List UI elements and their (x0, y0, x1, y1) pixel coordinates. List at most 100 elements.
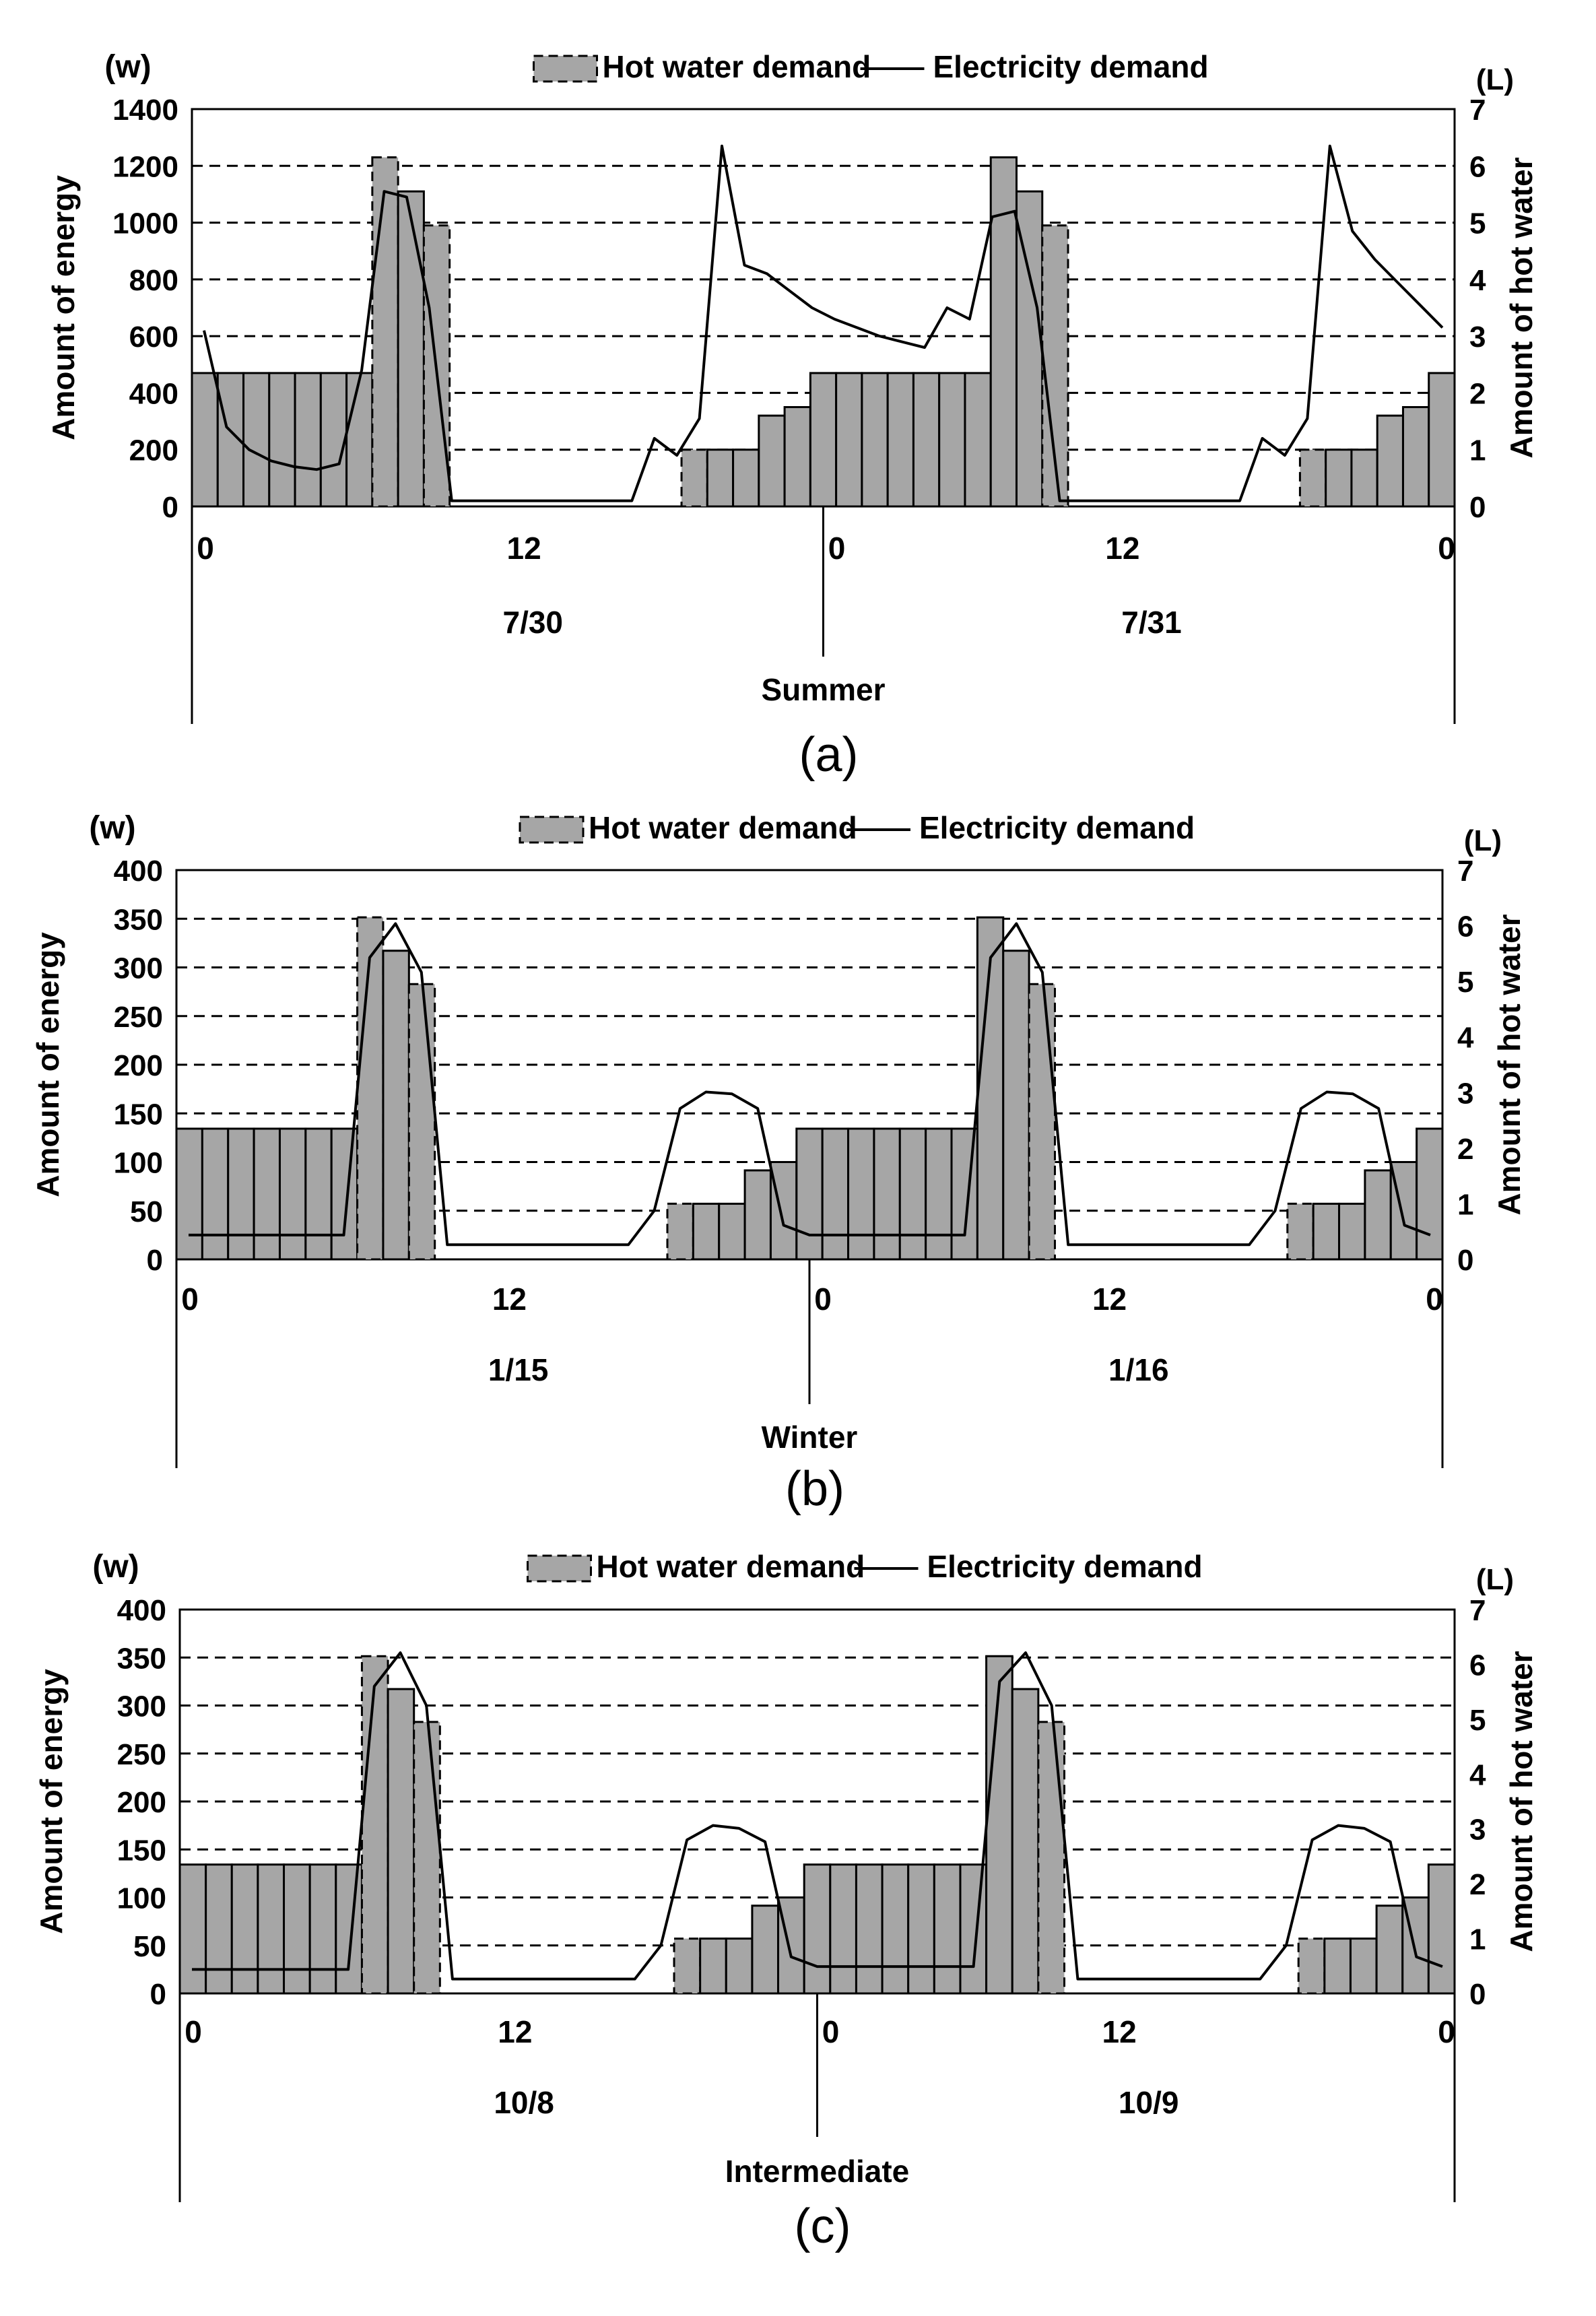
hot-water-bar (205, 1863, 233, 1995)
left-tick-label: 350 (114, 903, 163, 936)
hot-water-bar (294, 372, 322, 508)
hot-water-bar (732, 449, 760, 508)
left-unit-label: (w) (92, 1549, 139, 1585)
hot-water-bar (718, 1202, 746, 1261)
x-tick-label: 0 (1438, 531, 1455, 566)
hot-water-bar (1011, 1688, 1040, 1995)
legend-bar-swatch (519, 816, 585, 844)
hot-water-bar (925, 1127, 953, 1261)
hot-water-bar (268, 372, 296, 508)
right-tick-label: 6 (1469, 150, 1486, 183)
x-tick-label: 0 (828, 531, 846, 566)
hot-water-bar (178, 1863, 207, 1995)
x-tick-label: 12 (1105, 531, 1139, 566)
left-tick-label: 250 (117, 1738, 166, 1771)
hot-water-bar (330, 1127, 359, 1261)
hot-water-bar (1325, 449, 1353, 508)
hot-water-bar (1312, 1202, 1341, 1261)
x-tick-label: 12 (1092, 1282, 1127, 1317)
left-tick-label: 200 (114, 1049, 163, 1082)
hot-water-bar (873, 1127, 901, 1261)
hot-water-bar (829, 1863, 857, 1995)
hot-water-bar (175, 1127, 203, 1261)
hot-water-bar (360, 1655, 389, 1995)
season-label: Winter (762, 1420, 858, 1455)
left-tick-label: 100 (114, 1147, 163, 1180)
right-tick-label: 1 (1469, 1923, 1486, 1956)
hot-water-bar (809, 372, 838, 508)
hot-water-bar (881, 1863, 910, 1995)
right-tick-label: 0 (1469, 491, 1486, 524)
x-tick-label: 0 (181, 1282, 199, 1317)
right-tick-label: 2 (1469, 377, 1486, 410)
x-tick-label: 0 (197, 531, 214, 566)
hot-water-bar (1037, 1721, 1066, 1995)
right-tick-label: 2 (1469, 1868, 1486, 1901)
x-tick-label: 0 (822, 2014, 840, 2049)
hot-water-bar (1338, 1202, 1366, 1261)
left-tick-label: 350 (117, 1642, 166, 1675)
hot-water-bar (242, 372, 271, 508)
hot-water-bar (304, 1127, 333, 1261)
left-tick-label: 200 (129, 434, 178, 467)
date-label: 7/30 (502, 605, 563, 640)
electricity-demand-line (192, 1651, 1443, 1981)
right-axis-title: Amount of hot water (1504, 1651, 1539, 1952)
date-label: 1/15 (488, 1352, 549, 1387)
right-axis-title: Amount of hot water (1504, 157, 1539, 458)
hot-water-bar (1323, 1938, 1352, 1995)
hot-water-bar (253, 1127, 281, 1261)
hot-water-bar (1376, 414, 1404, 508)
right-tick-label: 4 (1457, 1022, 1474, 1055)
left-axis-title: Amount of energy (34, 1669, 69, 1934)
right-tick-label: 4 (1469, 264, 1486, 297)
left-tick-label: 100 (117, 1882, 166, 1915)
hot-water-bar (795, 1127, 824, 1261)
hot-water-bar (201, 1127, 230, 1261)
legend-line-label: Electricity demand (933, 49, 1209, 84)
hot-water-bar (278, 1127, 307, 1261)
right-unit-label: (L) (1476, 63, 1514, 96)
hot-water-bar (1364, 1169, 1392, 1261)
hot-water-bar (964, 372, 992, 508)
hot-water-bar (335, 1863, 363, 1995)
left-tick-label: 400 (114, 855, 163, 888)
hot-water-bar (680, 449, 708, 508)
hot-water-bar (725, 1938, 754, 1995)
hot-water-bar (283, 1863, 311, 1995)
hot-water-bar (933, 1863, 962, 1995)
hot-water-bar (855, 1863, 884, 1995)
legend-bar-swatch (527, 1554, 592, 1583)
hot-water-bar (1350, 449, 1378, 508)
right-tick-label: 3 (1469, 1814, 1486, 1847)
panel-label: (b) (785, 1462, 844, 1516)
right-tick-label: 7 (1457, 855, 1473, 888)
right-tick-label: 5 (1457, 966, 1473, 999)
hot-water-bar (1428, 372, 1456, 508)
right-tick-label: 2 (1457, 1133, 1473, 1166)
x-tick-label: 0 (1426, 1282, 1443, 1317)
hot-water-bar (912, 372, 941, 508)
right-tick-label: 6 (1469, 1649, 1486, 1682)
date-label: 10/8 (494, 2085, 554, 2120)
legend-bar-swatch (533, 55, 598, 83)
left-tick-label: 1000 (112, 207, 178, 240)
left-tick-label: 0 (147, 1244, 163, 1277)
hot-water-bar (1416, 1127, 1444, 1261)
left-tick-label: 1200 (112, 150, 178, 183)
hot-water-bar (706, 449, 735, 508)
x-tick-label: 0 (814, 1282, 832, 1317)
hot-water-bar (397, 190, 425, 508)
left-unit-label: (w) (104, 49, 151, 85)
left-tick-label: 1400 (112, 94, 178, 127)
hot-water-bar (666, 1202, 694, 1261)
hot-water-bar (692, 1202, 721, 1261)
hot-water-bar (898, 1127, 927, 1261)
hot-water-bar (1002, 950, 1030, 1261)
x-tick-label: 0 (185, 2014, 202, 2049)
hot-water-bar (230, 1863, 259, 1995)
hot-water-bar (413, 1721, 441, 1995)
left-tick-label: 200 (117, 1786, 166, 1819)
hot-water-bar (1015, 190, 1044, 508)
